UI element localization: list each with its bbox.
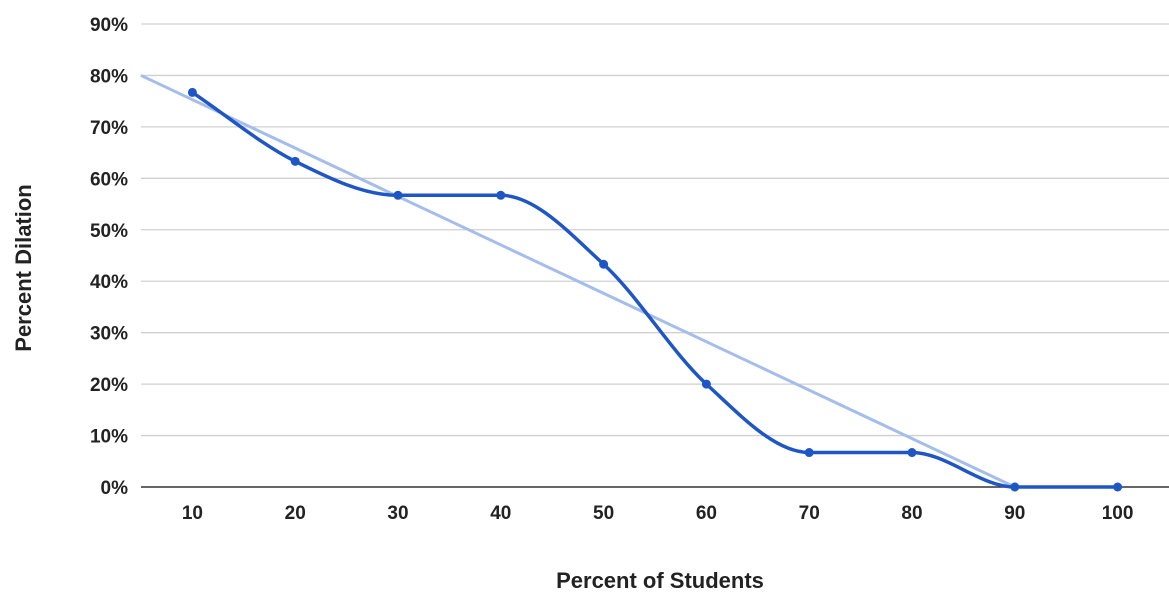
y-tick-label: 30% [90,324,128,345]
data-point [393,190,403,200]
y-axis-title: Percent Dilation [11,184,36,351]
x-axis-title: Percent of Students [556,568,764,593]
x-tick-label: 30 [387,503,408,524]
x-tick-label: 10 [182,503,203,524]
series-group [187,87,1123,492]
data-point [599,259,609,269]
data-point [290,156,300,166]
x-tick-label: 90 [1004,503,1025,524]
data-point [496,190,506,200]
x-tick-label: 80 [901,503,922,524]
x-tick-label: 50 [593,503,614,524]
data-point [804,448,814,458]
x-tick-label: 70 [799,503,820,524]
x-tick-label: 60 [696,503,717,524]
y-tick-label: 50% [90,221,128,242]
trendline [140,74,1016,489]
data-point [187,87,197,97]
y-tick-label: 70% [90,118,128,139]
x-tick-label: 100 [1102,503,1134,524]
gridlines [141,23,1169,437]
y-tick-label: 80% [90,66,128,87]
x-tick-label: 40 [490,503,511,524]
x-tick-label: 20 [285,503,306,524]
y-tick-label: 0% [101,478,129,499]
data-point [1113,482,1123,492]
data-point [1010,482,1020,492]
data-point [701,379,711,389]
y-tick-label: 20% [90,375,128,396]
y-tick-label: 10% [90,427,128,448]
y-tick-labels: 0% 10% 20% 30% 40% 50% 60% 70% 80% 90% [90,15,128,499]
y-tick-label: 60% [90,169,128,190]
series-line [191,90,1118,489]
y-tick-label: 40% [90,272,128,293]
y-tick-label: 90% [90,15,128,36]
x-tick-labels: 10 20 30 40 50 60 70 80 90 100 [182,503,1134,524]
data-point [907,448,917,458]
